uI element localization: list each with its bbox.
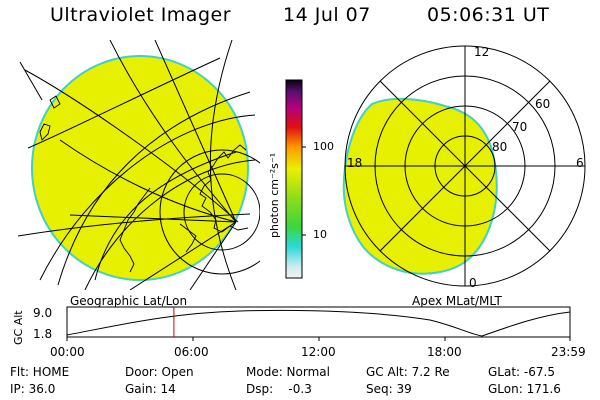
colorbar-tick-10: 10: [313, 228, 327, 241]
info-mode: Mode: Normal: [246, 365, 330, 379]
time-tick-0600: 06:00: [174, 345, 209, 359]
apex-polar-plot: [342, 45, 586, 287]
colorbar-tick-100: 100: [313, 140, 334, 153]
app-title: Ultraviolet Imager: [50, 4, 232, 26]
geo-grid-line: [24, 69, 239, 223]
geo-grid-line: [19, 61, 43, 101]
mlt-label-6: 6: [576, 156, 584, 170]
lat-label-80: 80: [492, 140, 508, 154]
apex-mlt-line: [379, 80, 551, 252]
apex-auroral-image: [342, 97, 498, 275]
observation-time: 05:06:31 UT: [427, 4, 550, 26]
geo-grid-line: [154, 40, 237, 223]
altitude-axis-label: GC Alt: [12, 310, 25, 345]
info-door: Door: Open: [125, 365, 194, 379]
observation-date: 14 Jul 07: [283, 4, 371, 26]
geo-latitude-circle: [159, 149, 260, 275]
geo-panel-label: Geographic Lat/Lon: [70, 294, 188, 308]
altitude-tick-high: 9.0: [33, 306, 53, 320]
colorbar-gradient: [285, 79, 303, 279]
coastline: [39, 123, 51, 141]
colorbar: [285, 79, 306, 279]
geo-grid-line: [69, 214, 237, 223]
geo-grid-line: [57, 91, 251, 286]
info-flight: Flt: HOME: [10, 365, 70, 379]
timeline-frame: [66, 306, 571, 338]
info-gc-alt: GC Alt: 7.2 Re: [366, 365, 450, 379]
time-tick-0000: 00:00: [50, 345, 85, 359]
geo-grid-line: [17, 213, 251, 237]
geo-grid-line: [189, 221, 237, 290]
geo-grid-line: [109, 40, 237, 223]
mlt-label-0: 0: [469, 276, 477, 290]
lat-label-60: 60: [535, 97, 551, 111]
info-ip: IP: 36.0: [10, 382, 56, 396]
altitude-curve: [66, 309, 571, 337]
geographic-image: [17, 40, 260, 290]
colorbar-unit-label: photon cm⁻²s⁻¹: [268, 152, 281, 238]
coastline: [179, 223, 197, 253]
altitude-timeline: [66, 306, 571, 341]
time-tick-1800: 18:00: [427, 345, 462, 359]
info-glat: GLat: -67.5: [488, 365, 555, 379]
geo-grid-line: [27, 57, 221, 149]
info-gain: Gain: 14: [125, 382, 176, 396]
coastline: [119, 187, 151, 273]
mlt-label-18: 18: [347, 156, 363, 170]
mlt-label-12: 12: [474, 45, 490, 59]
apex-panel-label: Apex MLat/MLT: [412, 294, 502, 308]
info-dsp: Dsp: -0.3: [246, 382, 312, 396]
time-tick-1200: 12:00: [301, 345, 336, 359]
geo-latitude-arc: [84, 159, 256, 290]
lat-label-70: 70: [512, 120, 528, 134]
geo-latitude-circle: [183, 173, 260, 251]
info-seq: Seq: 39: [366, 382, 412, 396]
time-tick-2359: 23:59: [551, 345, 586, 359]
altitude-tick-low: 1.8: [33, 327, 53, 341]
coastline: [199, 144, 249, 233]
coastline: [49, 95, 61, 109]
geo-latitude-arc: [39, 114, 256, 281]
geo-earth-disk: [31, 55, 249, 281]
info-glon: GLon: 171.6: [488, 382, 561, 396]
